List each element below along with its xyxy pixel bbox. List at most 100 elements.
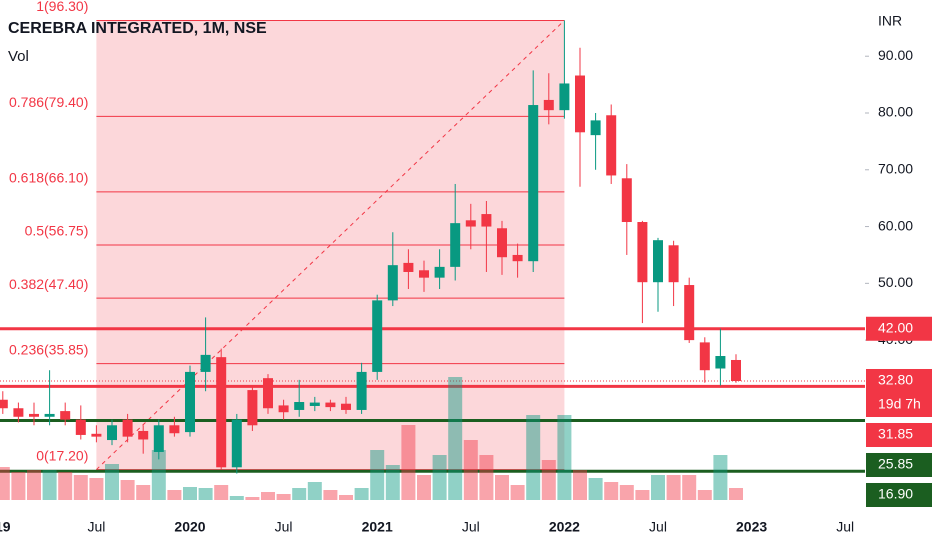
candle-body <box>434 266 445 278</box>
volume-bar <box>27 470 41 500</box>
candle-body <box>247 390 258 426</box>
fib-label: 1(96.30) <box>36 0 88 14</box>
candle-body <box>341 403 351 410</box>
candle-body <box>684 285 695 341</box>
candle-body <box>169 425 180 434</box>
x-tick-label: 2021 <box>362 519 393 535</box>
volume-bar <box>417 475 431 500</box>
fib-label: 0(17.20) <box>36 447 88 463</box>
volume-bar <box>541 460 556 500</box>
x-tick-label: Jul <box>836 519 854 535</box>
volume-bar <box>105 464 119 500</box>
candle-body <box>528 105 539 262</box>
candle-body <box>278 405 289 413</box>
x-tick-label: 19 <box>0 519 11 535</box>
candle-body <box>450 223 461 267</box>
plot-content: 1(96.30) 0.786(79.40) 0.618(66.10) 0.5(56.7… <box>0 0 865 500</box>
volume-bar <box>510 485 525 500</box>
candle-body <box>590 120 601 136</box>
volume-bar <box>651 475 665 500</box>
candle-body <box>559 83 570 111</box>
y-tick-label: 60.00 <box>878 217 913 233</box>
candle-body <box>668 245 679 283</box>
candle-body <box>107 425 117 441</box>
last-price-label: 32.80 <box>878 372 913 388</box>
candle-body <box>91 433 102 437</box>
x-tick-label: Jul <box>87 519 105 535</box>
volume-bar <box>385 465 400 500</box>
y-tick-label: 80.00 <box>878 104 913 120</box>
volume-bar <box>370 450 385 500</box>
volume-bar <box>463 440 478 500</box>
x-tick-label: Jul <box>462 519 480 535</box>
candle-body <box>731 359 741 381</box>
volume-bar <box>245 497 260 500</box>
x-tick-label: Jul <box>649 519 667 535</box>
y-tick-label: 50.00 <box>878 274 913 290</box>
volume-bar <box>526 415 541 500</box>
candle-body <box>153 425 164 452</box>
volume-bar <box>495 475 509 500</box>
volume-bar <box>11 472 26 500</box>
price-label-box <box>866 452 932 477</box>
volume-bar <box>229 496 244 500</box>
volume-bar <box>432 455 447 500</box>
candle-body <box>29 413 39 417</box>
fib-label: 0.618(66.10) <box>9 170 88 186</box>
line-price-label: 42.00 <box>878 319 913 335</box>
line-price-label: 31.85 <box>878 426 913 442</box>
line-price-label: 16.90 <box>878 486 913 502</box>
volume-bar <box>136 485 151 500</box>
volume-bar <box>167 490 182 500</box>
volume-bar <box>682 475 697 500</box>
volume-bar <box>214 485 229 500</box>
candle-body <box>216 357 227 468</box>
fib-label: 0.236(35.85) <box>9 341 88 357</box>
volume-bar <box>42 470 57 500</box>
volume-bar <box>619 485 634 500</box>
candle-body <box>715 356 726 369</box>
volume-bar <box>557 415 572 500</box>
volume-bar <box>323 490 338 500</box>
candle-body <box>0 399 8 409</box>
candle-body <box>309 402 320 406</box>
line-price-label: 25.85 <box>878 456 913 472</box>
candle-body <box>185 371 195 433</box>
candle-body <box>200 354 211 372</box>
volume-bar <box>401 425 416 500</box>
candle-body <box>44 413 55 417</box>
candle-body <box>403 262 414 272</box>
x-tick-label: 2020 <box>174 519 205 535</box>
volume-bar <box>573 470 587 500</box>
candle-body <box>465 220 476 227</box>
candle-body <box>263 378 273 409</box>
x-tick-label: Jul <box>275 519 293 535</box>
candle-body <box>653 240 663 283</box>
volume-bar <box>729 488 743 500</box>
candle-body <box>356 371 367 410</box>
y-tick-label: 70.00 <box>878 160 913 176</box>
candle-body <box>372 300 383 372</box>
candle-body <box>543 99 554 111</box>
candle-body <box>621 178 632 223</box>
volume-bar <box>58 472 73 500</box>
volume-bar <box>479 455 494 500</box>
candle-body <box>122 419 133 437</box>
volume-bar <box>666 475 681 500</box>
candle-body <box>497 228 507 258</box>
candle-body <box>60 411 71 420</box>
fib-label: 0.786(79.40) <box>9 94 88 110</box>
candle-body <box>575 75 585 133</box>
volume-bar <box>307 482 322 500</box>
currency-label: INR <box>878 13 902 29</box>
volume-bar <box>120 480 135 500</box>
chart-title: CEREBRA INTEGRATED, 1M, NSE <box>8 20 267 37</box>
fib-label: 0.5(56.75) <box>25 223 89 239</box>
volume-bar <box>697 490 712 500</box>
candle-body <box>512 254 523 262</box>
candle-body <box>387 265 398 301</box>
fib-label: 0.382(47.40) <box>9 276 88 292</box>
countdown-label: 19d 7h <box>878 396 921 412</box>
candle-body <box>294 402 305 410</box>
